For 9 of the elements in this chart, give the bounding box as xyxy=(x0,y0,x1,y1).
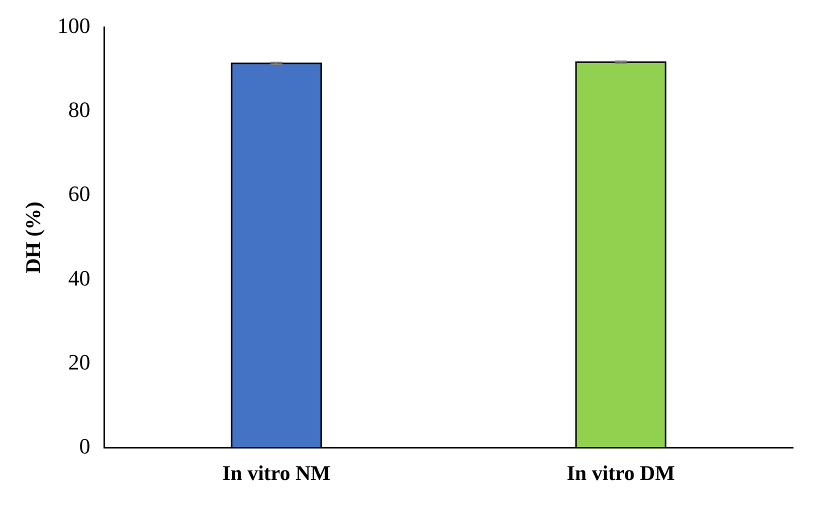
y-tick-label: 60 xyxy=(68,181,90,206)
x-tick-label: In vitro NM xyxy=(222,460,331,485)
y-tick-label: 20 xyxy=(68,349,90,374)
y-tick-label: 40 xyxy=(68,265,90,290)
y-tick-label: 100 xyxy=(57,12,90,38)
y-tick-label: 80 xyxy=(68,97,90,122)
y-tick-label: 0 xyxy=(79,434,90,459)
y-axis-title: DH (%) xyxy=(21,202,46,274)
x-tick-label: In vitro DM xyxy=(566,460,676,485)
